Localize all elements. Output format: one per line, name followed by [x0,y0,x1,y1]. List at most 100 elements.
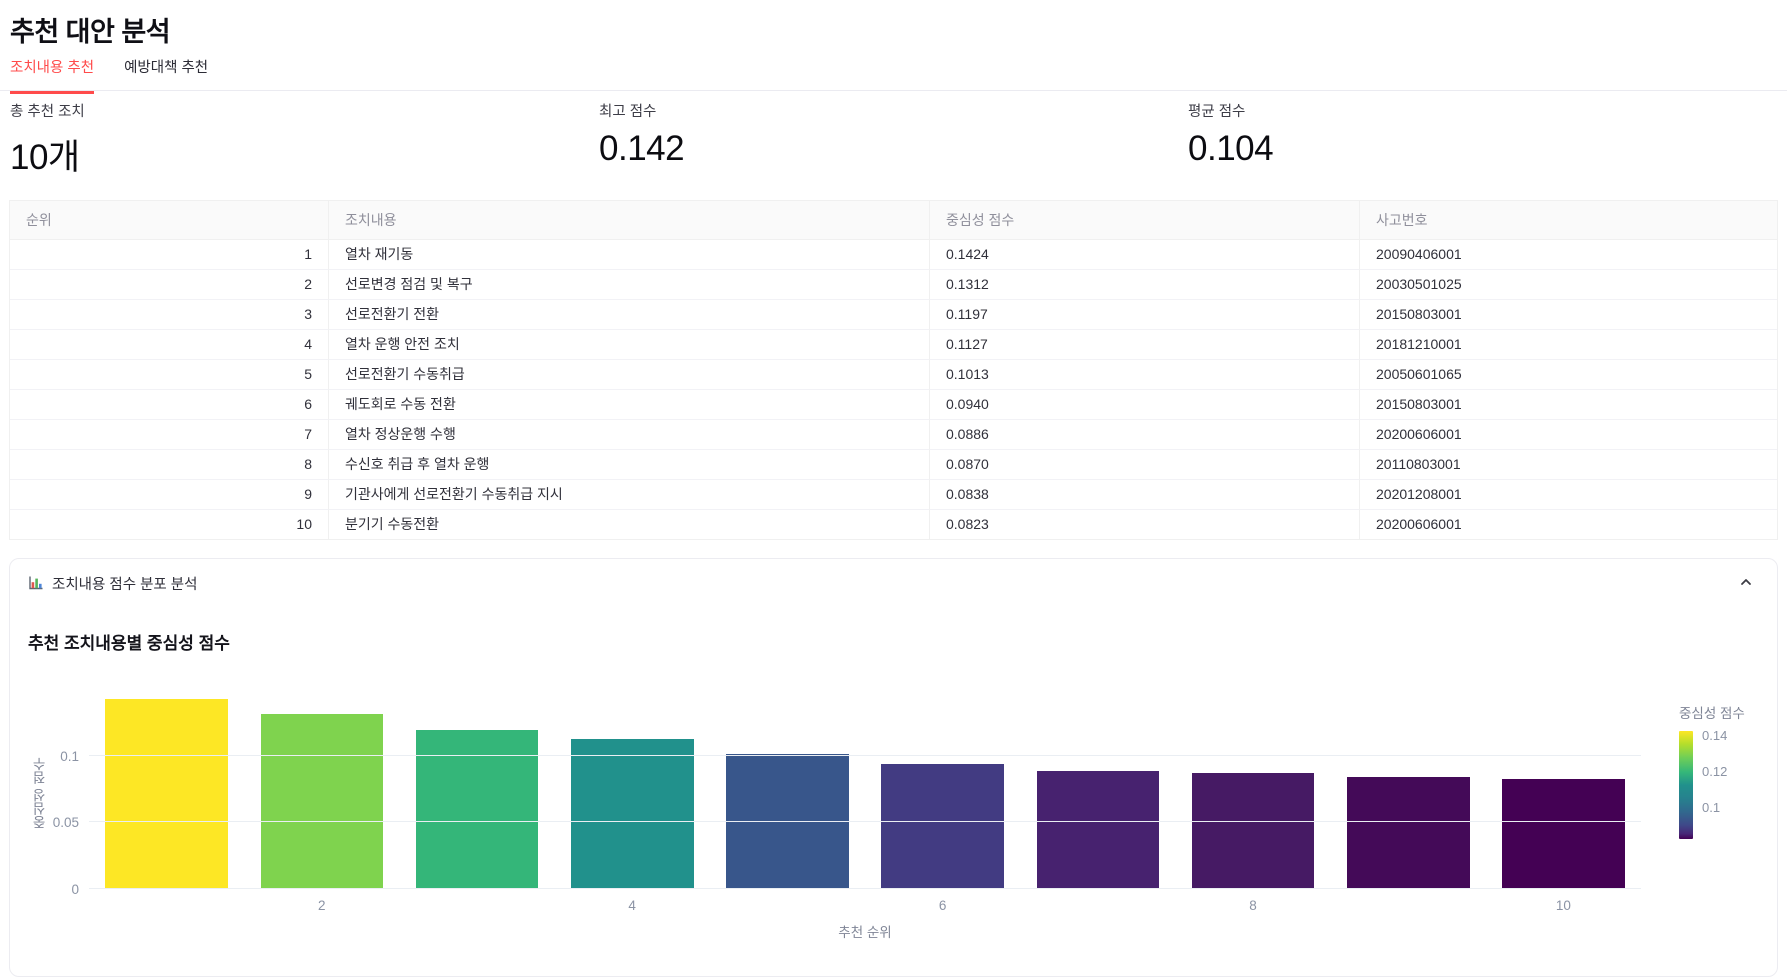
bar-slot [399,729,554,889]
bar-slot [244,714,399,889]
bar-rank-8[interactable] [1191,773,1315,889]
bar-rank-2[interactable] [260,714,384,889]
bar-slot [1020,771,1175,889]
column-header: 사고번호 [1359,201,1777,240]
column-header: 중심성 점수 [929,201,1359,240]
x-tick-label: 4 [628,898,636,913]
card-header-label: 조치내용 점수 분포 분석 [52,576,198,593]
y-axis-label: 중심성 점수 [33,757,48,829]
page-title: 추천 대안 분석 [10,17,171,47]
bar-rank-1[interactable] [105,699,228,889]
table-cell: 열차 운행 안전 조치 [328,330,929,360]
table-cell: 0.1424 [929,240,1359,270]
column-header: 순위 [10,201,328,240]
column-header: 조치내용 [328,201,929,240]
x-axis-label: 추천 순위 [838,925,892,940]
tabbar-divider [0,90,1787,91]
table-cell: 0.0886 [929,420,1359,450]
table-row: 7 열차 정상운행 수행 0.0886 20200606001 [10,420,1777,450]
colorbar-title: 중심성 점수 [1679,706,1745,721]
table-row: 10 분기기 수동전환 0.0823 20200606001 [10,510,1777,539]
metric-avg-score: 평균 점수 0.104 [1188,100,1777,180]
bar-slot [89,699,244,889]
table-row: 6 궤도회로 수동 전환 0.0940 20150803001 [10,390,1777,420]
x-tick-label: 8 [1249,898,1257,913]
bar-slot [865,763,1020,889]
table-cell: 20090406001 [1359,240,1777,270]
table-row: 9 기관사에게 선로전환기 수동취급 지시 0.0838 20201208001 [10,480,1777,510]
table-header-row: 순위 조치내용 중심성 점수 사고번호 [10,201,1777,240]
table-cell: 선로전환기 수동취급 [328,360,929,390]
table-cell: 6 [10,390,328,420]
bar-rank-9[interactable] [1346,777,1470,889]
bar-chart-icon [28,575,44,591]
table-cell: 20200606001 [1359,420,1777,450]
table-cell: 20030501025 [1359,270,1777,300]
bar-rank-10[interactable] [1502,779,1625,889]
y-tick-label: 0 [71,882,79,897]
table-cell: 20201208001 [1359,480,1777,510]
chart-title: 추천 조치내용별 중심성 점수 [28,634,230,653]
table-row: 2 선로변경 점검 및 복구 0.1312 20030501025 [10,270,1777,300]
table-row: 1 열차 재기동 0.1424 20090406001 [10,240,1777,270]
metric-total-actions: 총 추천 조치 10개 [10,100,599,180]
colorbar-gradient [1679,731,1693,839]
table-cell: 5 [10,360,328,390]
score-distribution-card: 조치내용 점수 분포 분석 추천 조치내용별 중심성 점수 중심성 점수 추천 … [9,558,1778,977]
x-tick-label: 10 [1555,898,1571,913]
table-cell: 궤도회로 수동 전환 [328,390,929,420]
gridline [89,754,1641,756]
plot-area: 중심성 점수 추천 순위 0 0.05 0.1 2 4 6 8 10 [33,697,1641,940]
table-cell: 9 [10,480,328,510]
colorbar-tick-label: 0.14 [1702,728,1728,744]
table-cell: 0.0870 [929,450,1359,480]
collapse-button[interactable] [1737,573,1755,591]
table-cell: 0.0940 [929,390,1359,420]
bar-rank-7[interactable] [1036,771,1160,889]
table-cell: 선로전환기 전환 [328,300,929,330]
tab-action-recommend[interactable]: 조치내용 추천 [10,56,95,94]
bar-slot [1175,773,1330,889]
table-cell: 20150803001 [1359,300,1777,330]
chevron-up-icon [1739,575,1753,589]
table-cell: 0.0823 [929,510,1359,539]
bar-rank-3[interactable] [415,729,539,889]
table-cell: 1 [10,240,328,270]
tab-prevention-recommend[interactable]: 예방대책 추천 [124,60,209,76]
metric-value: 0.142 [599,129,685,168]
x-tick-label: 2 [318,898,326,913]
colorbar-tick-label: 0.12 [1702,764,1728,780]
table-cell: 7 [10,420,328,450]
table-cell: 분기기 수동전환 [328,510,929,539]
table-cell: 10 [10,510,328,539]
table-cell: 선로변경 점검 및 복구 [328,270,929,300]
metric-max-score: 최고 점수 0.142 [599,100,1188,180]
table-cell: 2 [10,270,328,300]
y-tick-label: 0.05 [52,815,79,831]
recommendation-table: 순위 조치내용 중심성 점수 사고번호 1 열차 재기동 0.1424 2009040600… [9,200,1778,540]
colorbar-legend: 중심성 점수 0.14 0.12 0.1 [1679,702,1745,839]
table-cell: 0.1013 [929,360,1359,390]
table-cell: 20110803001 [1359,450,1777,480]
table-row: 5 선로전환기 수동취급 0.1013 20050601065 [10,360,1777,390]
table-cell: 열차 정상운행 수행 [328,420,929,450]
table-cell: 열차 재기동 [328,240,929,270]
table-row: 8 수신호 취급 후 열차 운행 0.0870 20110803001 [10,450,1777,480]
table-cell: 기관사에게 선로전환기 수동취급 지시 [328,480,929,510]
table-cell: 0.0838 [929,480,1359,510]
table-cell: 8 [10,450,328,480]
table-cell: 0.1127 [929,330,1359,360]
bar-rank-6[interactable] [881,763,1004,889]
bar-slot [1331,777,1486,889]
table-cell: 0.1197 [929,300,1359,330]
bar-rank-4[interactable] [570,738,694,889]
table-cell: 수신호 취급 후 열차 운행 [328,450,929,480]
metric-label: 최고 점수 [599,104,657,120]
card-header: 조치내용 점수 분포 분석 [10,559,1777,607]
metrics-row: 총 추천 조치 10개 최고 점수 0.142 평균 점수 0.104 [10,100,1777,180]
bars [89,697,1641,889]
bar-slot [1486,779,1641,889]
table-cell: 20181210001 [1359,330,1777,360]
gridline [89,888,1641,889]
colorbar-tick-label: 0.1 [1702,800,1721,816]
